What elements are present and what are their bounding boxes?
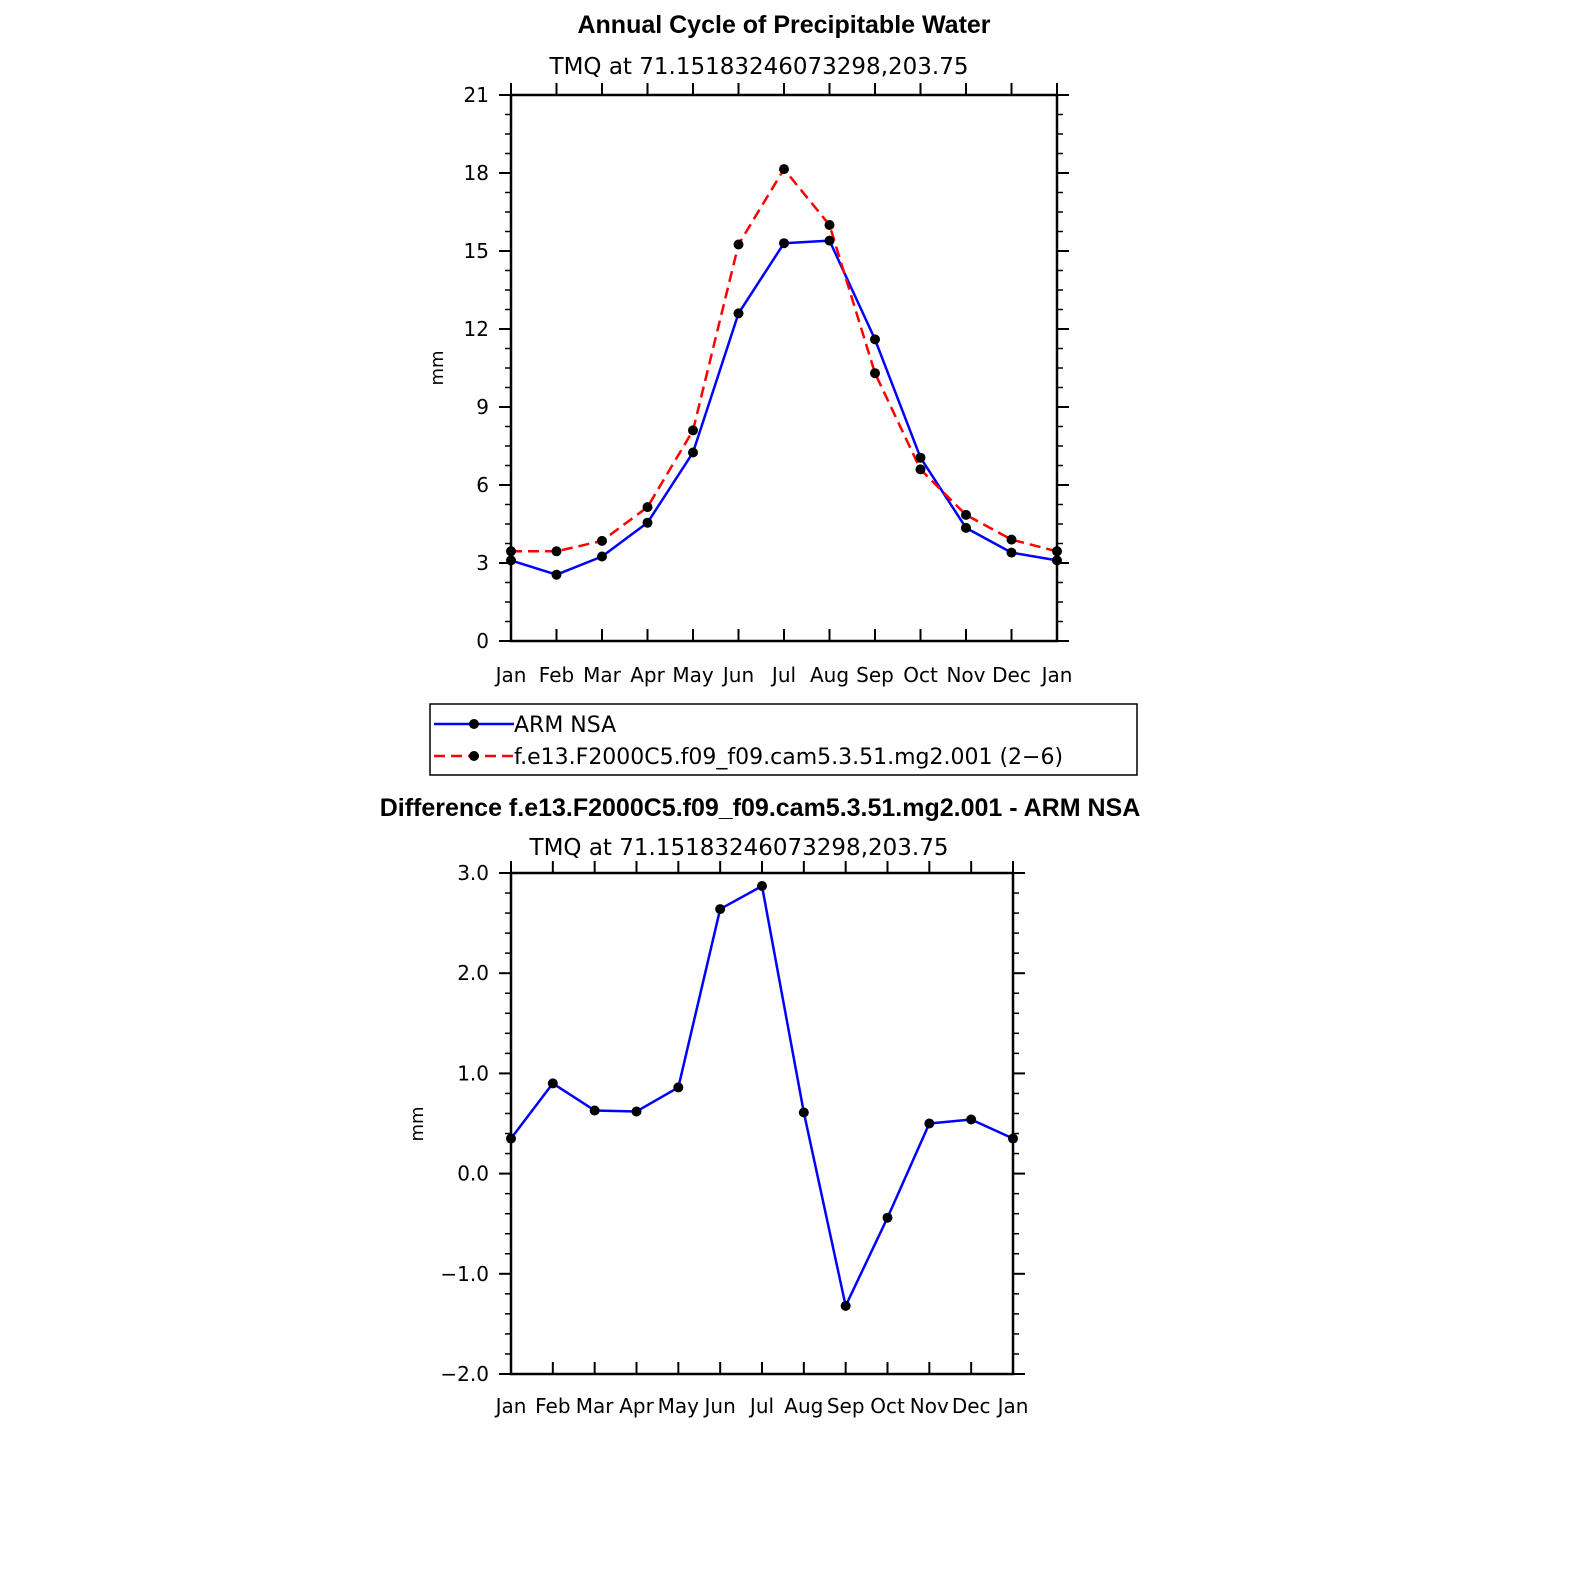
x-tick-label: Feb <box>539 663 574 687</box>
legend-marker-arm-nsa <box>469 719 479 729</box>
y-tick-label: 15 <box>464 239 489 263</box>
x-tick-label: Nov <box>946 663 985 687</box>
chart-subtitle: TMQ at 71.15183246073298,203.75 <box>529 835 949 861</box>
y-tick-label: 1.0 <box>457 1061 489 1085</box>
x-tick-label: Apr <box>630 663 665 687</box>
y-tick-label: 12 <box>464 317 489 341</box>
data-point <box>966 1114 976 1124</box>
x-tick-label: Aug <box>810 663 849 687</box>
data-point <box>1007 535 1017 545</box>
data-point <box>632 1106 642 1116</box>
data-point <box>779 238 789 248</box>
y-tick-label: 18 <box>464 161 489 185</box>
legend-label-model: f.e13.F2000C5.f09_f09.cam5.3.51.mg2.001 … <box>514 745 1063 770</box>
data-point <box>552 570 562 580</box>
y-tick-label: 0 <box>476 629 489 653</box>
x-tick-label: Apr <box>619 1394 654 1418</box>
x-tick-label: Jun <box>703 1394 736 1418</box>
data-point <box>673 1082 683 1092</box>
data-point <box>506 555 516 565</box>
data-point <box>916 453 926 463</box>
data-point <box>870 368 880 378</box>
x-tick-label: Oct <box>903 663 938 687</box>
data-point <box>1008 1134 1018 1144</box>
data-point <box>597 552 607 562</box>
y-tick-label: 0.0 <box>457 1162 489 1186</box>
x-tick-label: Jan <box>1040 663 1073 687</box>
series-line-0 <box>511 886 1013 1306</box>
data-point <box>883 1213 893 1223</box>
data-point <box>548 1078 558 1088</box>
data-point <box>825 236 835 246</box>
chart-title: Difference f.e13.F2000C5.f09_f09.cam5.3.… <box>380 794 1141 822</box>
plot-area: JanFebMarAprMayJunJulAugSepOctNovDecJan0… <box>464 83 1073 687</box>
legend-marker-model <box>469 751 479 761</box>
chart-annual-cycle: Annual Cycle of Precipitable Water TMQ a… <box>427 11 1137 775</box>
data-point <box>916 464 926 474</box>
y-tick-label: 9 <box>476 395 489 419</box>
chart-title: Annual Cycle of Precipitable Water <box>577 11 990 39</box>
x-tick-label: Jul <box>770 663 796 687</box>
data-point <box>734 240 744 250</box>
data-point <box>1007 548 1017 558</box>
data-point <box>1052 546 1062 556</box>
x-tick-label: Jun <box>721 663 754 687</box>
data-point <box>643 518 653 528</box>
y-tick-label: 21 <box>464 83 489 107</box>
y-axis-label: mm <box>407 1106 428 1141</box>
y-tick-label: 2.0 <box>457 961 489 985</box>
data-point <box>715 904 725 914</box>
x-tick-label: May <box>672 663 714 687</box>
data-point <box>597 536 607 546</box>
x-tick-label: Sep <box>827 1394 865 1418</box>
x-tick-label: Aug <box>784 1394 823 1418</box>
data-point <box>688 425 698 435</box>
legend-label-arm-nsa: ARM NSA <box>514 713 616 738</box>
x-tick-label: Jan <box>494 663 527 687</box>
data-point <box>825 220 835 230</box>
data-point <box>799 1107 809 1117</box>
data-point <box>924 1119 934 1129</box>
y-axis-label: mm <box>427 350 448 385</box>
data-point <box>1052 555 1062 565</box>
x-tick-label: Dec <box>992 663 1031 687</box>
legend: ARM NSA f.e13.F2000C5.f09_f09.cam5.3.51.… <box>430 704 1137 775</box>
y-tick-label: 3.0 <box>457 861 489 885</box>
y-tick-label: 3 <box>476 551 489 575</box>
chart-subtitle: TMQ at 71.15183246073298,203.75 <box>549 54 969 80</box>
x-tick-label: Oct <box>870 1394 905 1418</box>
x-tick-label: Jan <box>996 1394 1029 1418</box>
x-tick-label: Feb <box>535 1394 570 1418</box>
data-point <box>961 510 971 520</box>
series-line-1 <box>511 169 1057 551</box>
data-point <box>506 546 516 556</box>
data-point <box>870 334 880 344</box>
data-point <box>688 448 698 458</box>
data-point <box>841 1301 851 1311</box>
x-tick-label: May <box>658 1394 700 1418</box>
data-point <box>779 164 789 174</box>
data-point <box>643 502 653 512</box>
plot-area: JanFebMarAprMayJunJulAugSepOctNovDecJan−… <box>440 861 1028 1418</box>
x-tick-label: Jan <box>494 1394 527 1418</box>
x-tick-label: Dec <box>952 1394 991 1418</box>
data-point <box>961 523 971 533</box>
data-point <box>552 546 562 556</box>
x-tick-label: Nov <box>910 1394 949 1418</box>
y-tick-label: −2.0 <box>440 1362 489 1386</box>
data-point <box>757 881 767 891</box>
x-tick-label: Mar <box>583 663 622 687</box>
y-tick-label: −1.0 <box>440 1262 489 1286</box>
data-point <box>734 308 744 318</box>
data-point <box>506 1134 516 1144</box>
y-tick-label: 6 <box>476 473 489 497</box>
x-tick-label: Sep <box>856 663 894 687</box>
x-tick-label: Mar <box>576 1394 615 1418</box>
x-tick-label: Jul <box>748 1394 774 1418</box>
data-point <box>590 1105 600 1115</box>
chart-difference: Difference f.e13.F2000C5.f09_f09.cam5.3.… <box>380 794 1141 1418</box>
series-line-0 <box>511 241 1057 575</box>
